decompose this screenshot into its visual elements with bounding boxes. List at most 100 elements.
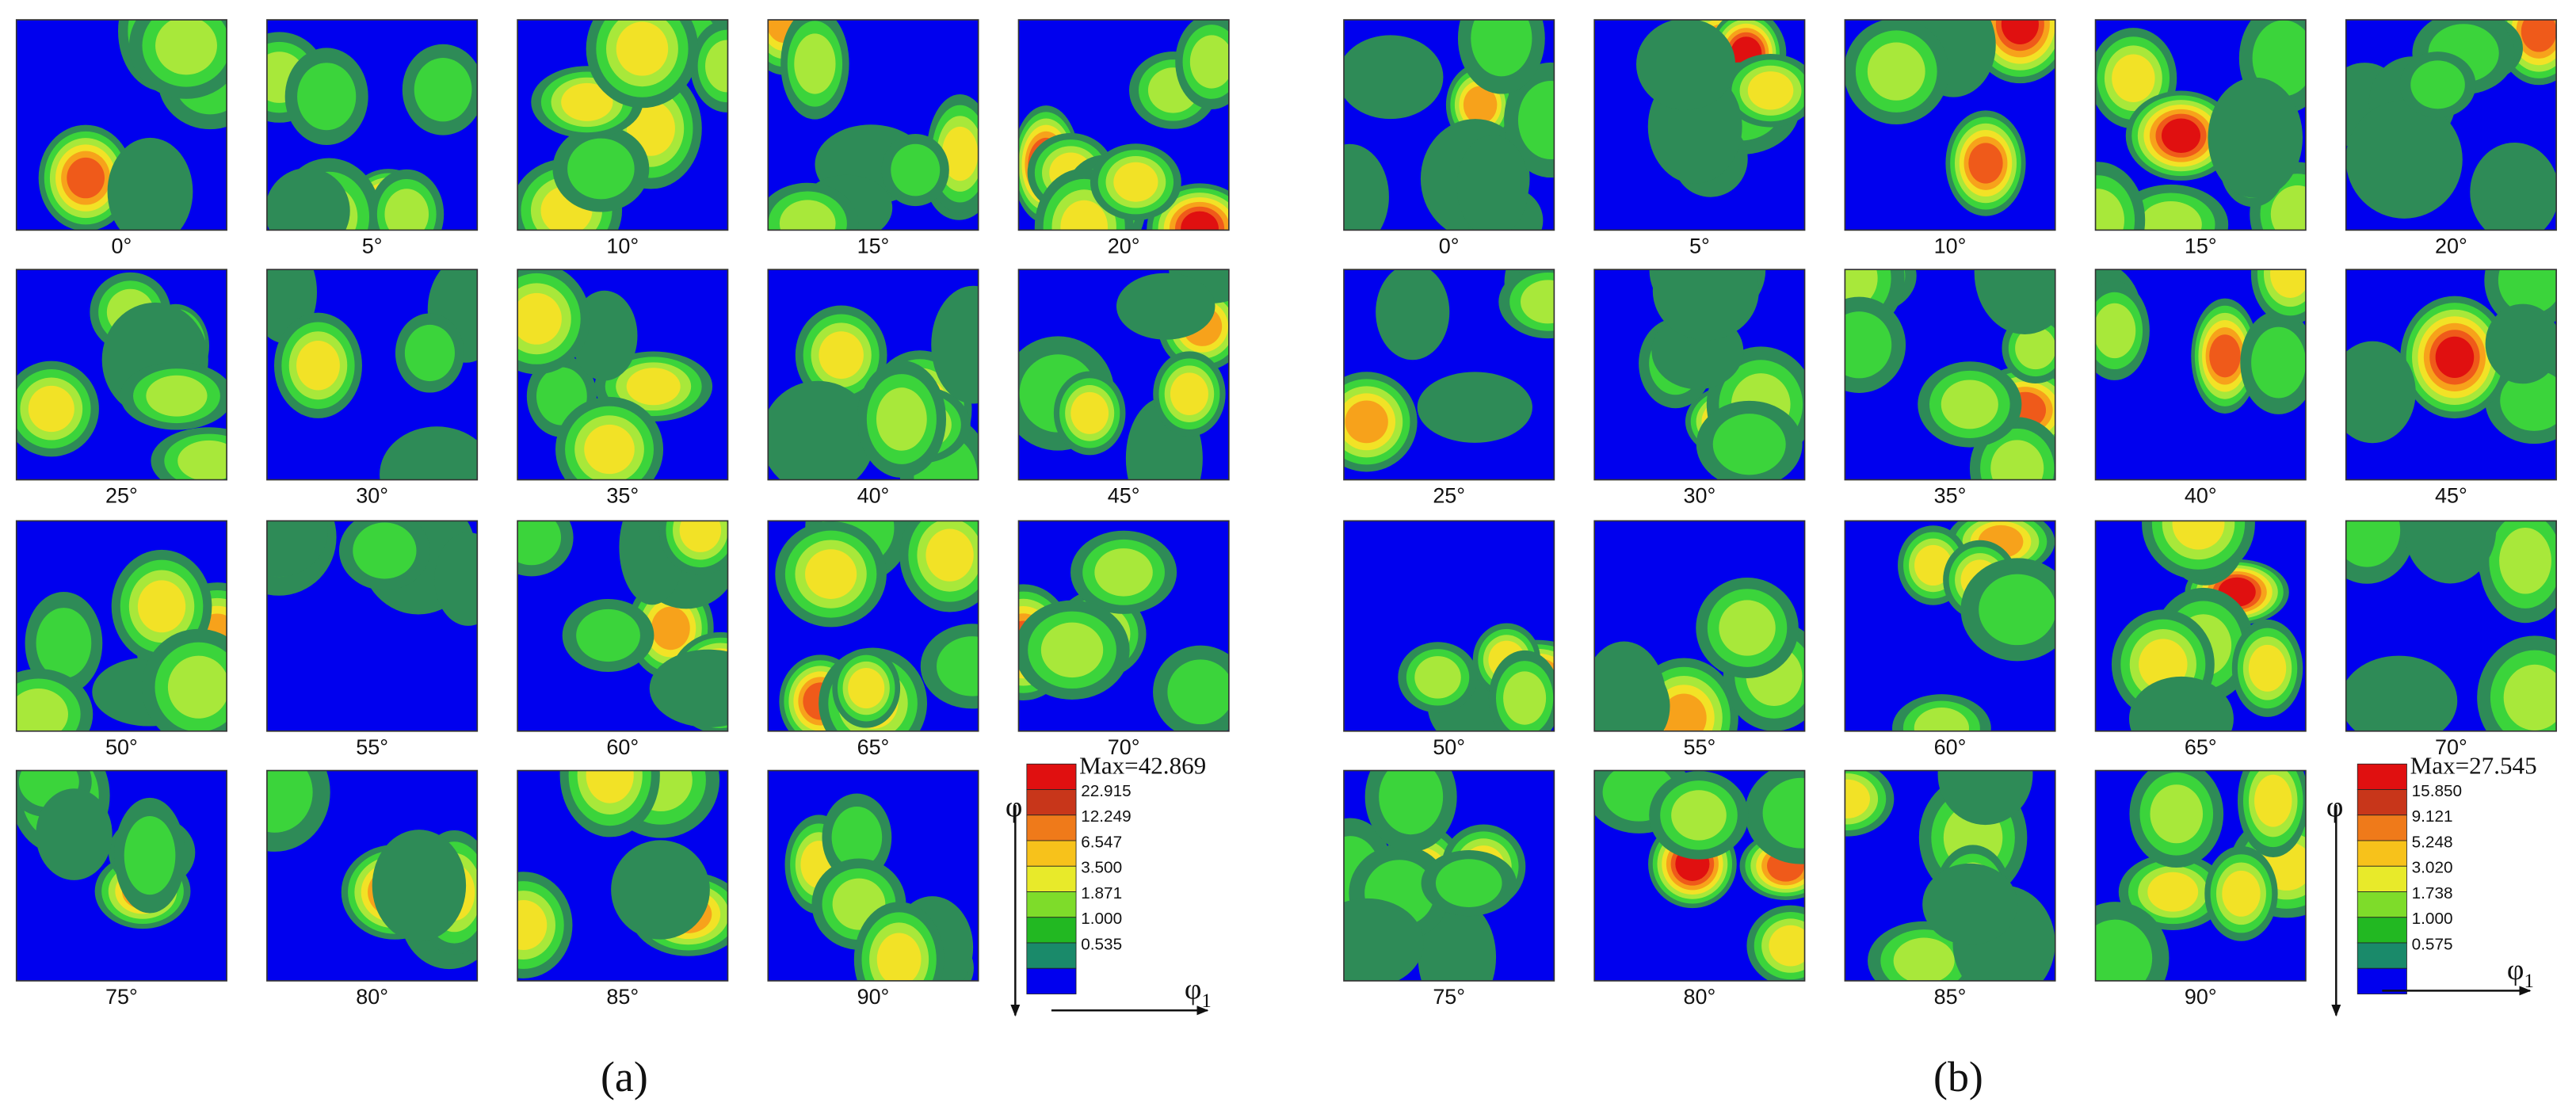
contour [1867,42,1925,101]
frame [2345,19,2557,231]
section-label: 60° [1934,735,1967,759]
contour [1094,548,1153,597]
section-label: 5° [362,234,383,258]
contour [2270,269,2306,298]
contour [805,549,857,599]
frame [767,19,979,231]
odf-section [266,269,478,480]
colorbar-segment [2357,891,2407,918]
contour [297,63,357,131]
frame [767,269,979,481]
frame [2094,269,2307,481]
contour [1636,20,1736,110]
contour [414,58,472,122]
contour [266,521,328,578]
contour [2161,118,2201,153]
contour [1376,269,1450,361]
section-label: 10° [1934,234,1967,258]
contour [2485,303,2557,384]
section-label: 65° [2185,735,2217,759]
frame [266,520,479,732]
frame [517,769,729,982]
contour [2095,189,2124,231]
frame [15,19,227,231]
contour [2095,303,2136,359]
contour [1845,311,1892,379]
colorbar-segment [1026,763,1077,790]
section-label: 70° [1108,735,1140,759]
contour [1343,35,1444,120]
odf-section [2095,770,2306,981]
frame [1593,269,1806,481]
contour [146,375,208,417]
odf-section [1018,269,1229,480]
axis-subscript: 1 [2524,971,2533,992]
contour [353,522,417,579]
contour [1845,779,1870,818]
section-label: 90° [857,985,890,1009]
panel-label: (a) [601,1053,648,1101]
axis-subscript: 1 [1201,990,1211,1012]
contour [2345,100,2463,219]
section-label: 30° [1683,484,1715,508]
frame [2094,520,2307,732]
level-label: 3.020 [2412,859,2453,877]
contour [1914,708,1969,731]
contour [616,21,669,76]
contour [626,368,681,406]
odf-section [2345,521,2557,731]
odf-section [1343,269,1555,480]
section-label: 75° [105,985,138,1009]
contour [1762,777,1805,849]
contour [2435,336,2475,378]
contour [380,426,478,480]
section-label: 75° [1433,985,1465,1009]
frame [266,269,479,481]
contour [1116,273,1215,340]
contour [1979,574,2055,646]
odf-section [2095,269,2306,480]
odf-section [2345,20,2557,231]
frame [1343,769,1555,982]
odf-section [1594,770,1805,981]
level-label: 1.000 [1081,910,1122,928]
contour [2147,872,2199,912]
contour [2498,269,2557,315]
frame [1844,769,2056,982]
odf-section [266,521,478,731]
section-label: 40° [2185,484,2217,508]
frame [15,269,227,481]
odf-section [1594,521,1805,731]
frame [1343,19,1555,231]
odf-section [1018,20,1229,231]
contour [2500,370,2557,431]
colorbar-segment [1026,917,1077,944]
colorbar-segment [2357,917,2407,944]
level-label: 0.535 [1081,935,1122,953]
odf-section [1343,20,1555,231]
contour [167,655,227,719]
section-label: 35° [1934,484,1967,508]
frame [767,520,979,732]
odf-section [1845,20,2055,231]
section-label: 65° [857,735,890,759]
frame [1844,269,2056,481]
contour [1719,600,1776,656]
odf-section [1845,521,2055,731]
frame [767,769,979,982]
contour [1712,414,1786,475]
contour [1189,35,1229,89]
level-label: 0.575 [2412,935,2453,953]
frame [15,520,227,732]
contour [567,138,635,200]
contour [1060,200,1109,231]
contour [891,143,941,196]
contour [1941,380,1998,429]
odf-section [1343,770,1555,981]
contour [2345,341,2416,444]
frame [2345,520,2557,732]
contour [2139,200,2202,231]
contour [1937,770,2033,826]
contour [2345,655,2458,731]
